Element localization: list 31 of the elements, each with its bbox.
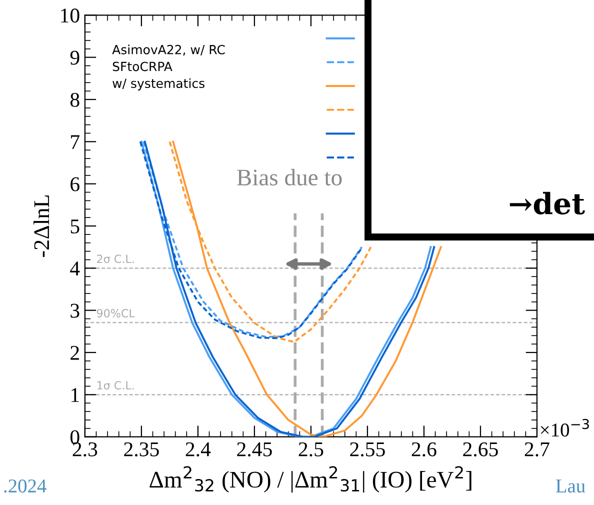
y-tick-label: 4 [70,262,80,276]
x-tick-label: 2.4 [186,442,211,456]
y-tick-label: 9 [70,50,80,65]
y-tick-label: 8 [70,92,80,107]
y-axis-title: -2ΔlnL [34,195,49,257]
ref-line-label: 90%CL [96,309,135,318]
y-tick-label: 7 [71,135,80,149]
y-tick-label: 1 [71,388,79,402]
text: ×10$^{−3}$ [540,418,589,437]
x-tick-label: 2.55 [350,442,385,456]
x-tick-label: 2.6 [412,442,436,456]
y-tick-label: 0 [70,430,80,444]
x-tick-label: 2.3 [72,442,98,456]
text: Δm$^{2}$$_{32}$ (NO) / |Δm$^{2}$$_{31}$| (IO) [eV$^{2}$] [150,466,472,493]
x-tick-label: 2.35 [124,442,159,456]
y-tick-label: 3 [70,304,80,318]
x-tick-label: 2.45 [237,442,272,456]
text: Lau [556,480,586,493]
ref-line-label: 1σ C.L. [97,381,134,390]
x-tick-label: 2.5 [298,442,324,456]
annotation: →det [510,192,585,215]
y-tick-label: 10 [61,8,80,23]
annotation: AsimovA22, w/ RC SFtoCRPA w/ systematics [112,44,225,90]
ref-line-label: 2σ C.L. [97,254,134,264]
text: .2024 [4,479,46,493]
annotation: Bias due to [237,168,342,186]
x-tick-label: 2.7 [524,442,550,456]
y-tick-label: 5 [70,220,80,234]
y-tick-label: 6 [70,177,80,192]
y-tick-label: 2 [70,346,79,360]
x-tick-label: 2.65 [463,442,498,456]
